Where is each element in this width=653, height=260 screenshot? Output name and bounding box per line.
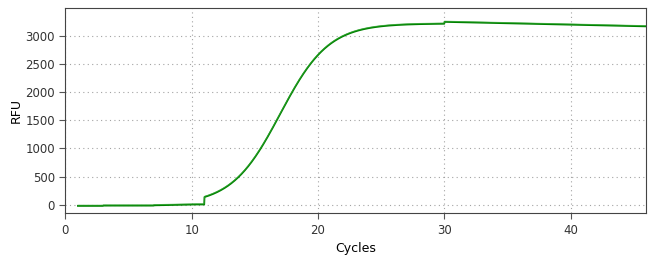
Y-axis label: RFU: RFU [10, 98, 22, 123]
X-axis label: Cycles: Cycles [336, 242, 376, 255]
